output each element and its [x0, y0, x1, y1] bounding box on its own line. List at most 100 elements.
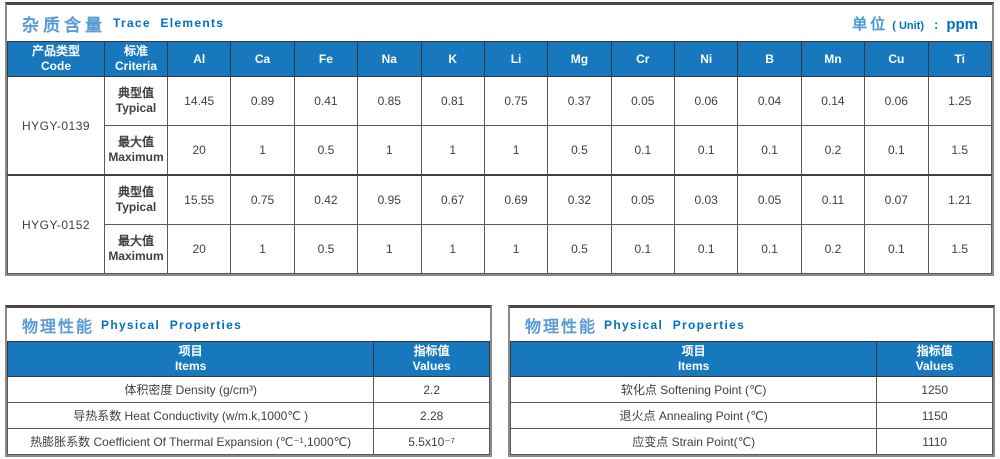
trace-value-cell: 14.45 — [166, 76, 232, 126]
trace-title-en: Trace Elements — [113, 16, 225, 30]
col-header-values: 指标值 Values — [373, 341, 490, 377]
col-header-criteria-en: Criteria — [114, 59, 158, 73]
product-code-cell: HYGY-0139 — [7, 76, 105, 176]
trace-value-cell: 0.69 — [483, 174, 549, 225]
table-row: 体积密度 Density (g/cm³) 2.2 — [6, 376, 490, 403]
physical-properties-table-right: 项目 Items 指标值 Values 软化点 Softening Point … — [509, 341, 993, 455]
criteria-zh: 典型值 — [117, 86, 154, 100]
col-header-element: Li — [483, 41, 549, 77]
col-header-element: Na — [357, 41, 422, 77]
trace-value-cell: 0.05 — [610, 174, 676, 225]
trace-value-cell: 1 — [420, 125, 485, 176]
trace-value-cell: 0.05 — [610, 76, 676, 126]
table-row: 软化点 Softening Point (℃) 1250 — [509, 376, 993, 403]
trace-value-cell: 0.2 — [800, 125, 866, 176]
trace-value-cell: 20 — [166, 125, 232, 176]
physical-left-header-row: 项目 Items 指标值 Values — [6, 341, 490, 377]
trace-value-cell: 0.89 — [230, 76, 295, 126]
trace-header-row: 产品类型 Code 标准 Criteria Al Ca Fe Na K Li M… — [7, 41, 992, 77]
col-header-items-zh: 项目 — [681, 344, 706, 358]
criteria-zh: 典型值 — [117, 185, 154, 199]
trace-value-cell: 15.55 — [166, 174, 232, 225]
property-item-cell: 退火点 Annealing Point (℃) — [509, 402, 878, 429]
col-header-element: Mn — [800, 41, 866, 77]
criteria-cell: 最大值 Maximum — [104, 224, 168, 274]
trace-value-cell: 0.03 — [673, 174, 739, 225]
trace-value-cell: 0.81 — [420, 76, 485, 126]
trace-row-0139-typical: HYGY-0139 典型值 Typical 14.45 0.89 0.41 0.… — [7, 76, 992, 176]
col-header-element: Mg — [547, 41, 612, 77]
trace-value-cell: 0.1 — [673, 224, 739, 274]
trace-value-cell: 0.1 — [673, 125, 739, 176]
trace-value-cell: 1.5 — [927, 224, 992, 274]
trace-value-cell: 0.42 — [293, 174, 359, 225]
criteria-zh: 最大值 — [117, 135, 154, 149]
property-item-cell: 体积密度 Density (g/cm³) — [6, 376, 375, 403]
property-item-cell: 软化点 Softening Point (℃) — [509, 376, 878, 403]
trace-value-cell: 0.06 — [673, 76, 739, 126]
unit-label-zh: 单位 — [852, 15, 889, 33]
unit-value: ppm — [946, 15, 978, 33]
trace-value-cell: 0.1 — [864, 125, 929, 176]
col-header-items: 项目 Items — [6, 341, 375, 377]
trace-value-cell: 0.75 — [483, 76, 549, 126]
trace-value-cell: 0.5 — [547, 224, 612, 274]
physical-right-title-bar: 物理性能 Physical Properties — [510, 308, 993, 341]
trace-value-cell: 0.04 — [737, 76, 802, 126]
col-header-code-en: Code — [41, 59, 71, 73]
col-header-element: Cu — [864, 41, 929, 77]
trace-value-cell: 1.25 — [927, 76, 992, 126]
property-item-cell: 导热系数 Heat Conductivity (w/m.k,1000℃ ) — [6, 402, 375, 429]
trace-value-cell: 20 — [166, 224, 232, 274]
trace-value-cell: 0.14 — [800, 76, 866, 126]
unit-label: 单位 ( Unit) : ppm — [852, 13, 978, 34]
property-value-cell: 1110 — [876, 428, 993, 455]
col-header-items-zh: 项目 — [178, 344, 203, 358]
physical-properties-panel-left: 物理性能 Physical Properties 项目 Items 指标值 Va… — [5, 305, 492, 457]
property-value-cell: 5.5x10⁻⁷ — [373, 428, 490, 455]
property-value-cell: 1150 — [876, 402, 993, 429]
property-value-cell: 2.2 — [373, 376, 490, 403]
trace-value-cell: 1 — [420, 224, 485, 274]
physical-right-header-row: 项目 Items 指标值 Values — [509, 341, 993, 377]
trace-value-cell: 0.5 — [293, 224, 359, 274]
col-header-element: Al — [166, 41, 232, 77]
criteria-cell: 最大值 Maximum — [104, 125, 168, 176]
trace-elements-panel: 杂质含量 Trace Elements 单位 ( Unit) : ppm 产品类… — [5, 2, 994, 276]
physical-left-title-bar: 物理性能 Physical Properties — [7, 308, 490, 341]
col-header-element: Ca — [230, 41, 295, 77]
trace-row-0152-typical: HYGY-0152 典型值 Typical 15.55 0.75 0.42 0.… — [7, 174, 992, 274]
property-item-cell: 热膨胀系数 Coefficient Of Thermal Expansion (… — [6, 428, 375, 455]
property-value-cell: 2.28 — [373, 402, 490, 429]
col-header-criteria-zh: 标准 — [123, 44, 148, 58]
criteria-en: Typical — [115, 200, 157, 214]
unit-colon: : — [933, 16, 939, 32]
criteria-cell: 典型值 Typical — [104, 76, 168, 126]
trace-value-cell: 1 — [230, 125, 295, 176]
col-header-element: Cr — [610, 41, 676, 77]
criteria-zh: 最大值 — [117, 234, 154, 248]
trace-value-cell: 0.1 — [737, 125, 802, 176]
trace-title-zh: 杂质含量 — [22, 15, 106, 35]
col-header-items-en: Items — [677, 359, 710, 373]
table-row: 应变点 Strain Point(℃) 1110 — [509, 428, 993, 455]
trace-value-cell: 0.05 — [737, 174, 802, 225]
trace-value-cell: 1 — [483, 224, 549, 274]
physical-right-title-zh: 物理性能 — [525, 318, 598, 336]
criteria-en: Maximum — [108, 150, 164, 164]
table-row: 退火点 Annealing Point (℃) 1150 — [509, 402, 993, 429]
trace-value-cell: 0.37 — [547, 76, 612, 126]
trace-value-cell: 0.85 — [357, 76, 422, 126]
col-header-criteria: 标准 Criteria — [104, 41, 168, 77]
trace-row-0152-maximum: 最大值 Maximum 20 1 0.5 1 1 1 0.5 0.1 0.1 0… — [8, 224, 992, 274]
col-header-values: 指标值 Values — [876, 341, 993, 377]
criteria-en: Maximum — [108, 249, 164, 263]
trace-title-bar: 杂质含量 Trace Elements 单位 ( Unit) : ppm — [7, 5, 992, 41]
trace-value-cell: 0.32 — [547, 174, 612, 225]
trace-value-cell: 0.2 — [800, 224, 866, 274]
property-value-cell: 1250 — [876, 376, 993, 403]
col-header-values-en: Values — [915, 359, 954, 373]
col-header-element: Ni — [673, 41, 739, 77]
physical-properties-panel-right: 物理性能 Physical Properties 项目 Items 指标值 Va… — [508, 305, 995, 457]
trace-value-cell: 0.1 — [864, 224, 929, 274]
